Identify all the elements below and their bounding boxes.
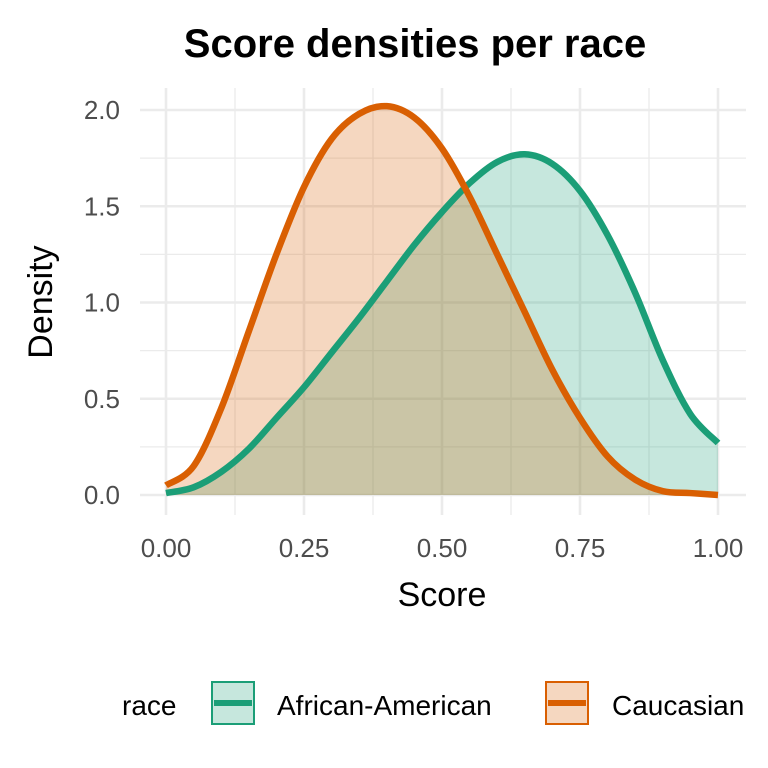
x-tick-label: 0.00 [141,533,192,563]
x-tick-label: 0.50 [417,533,468,563]
density-areas [166,106,718,496]
density-area-african-american [166,154,718,496]
density-lines [164,102,721,499]
y-tick-label: 1.0 [84,288,120,318]
axis-ticks: 0.00 0.25 0.50 0.75 1.00 0.0 0.5 1.0 1.5 2.0 [84,95,743,563]
legend-label-caucasian: Caucasian [612,690,744,721]
density-line-african-american [165,151,721,497]
density-line-caucasian [164,102,719,499]
y-tick-label: 1.5 [84,191,120,221]
legend-title: race [122,690,176,721]
y-axis-title: Density [22,245,60,358]
legend-label-african-american: African-American [277,690,492,721]
y-tick-label: 0.5 [84,384,120,414]
legend: race African-American Caucasian [122,681,744,725]
legend-item-african-american: African-American [211,681,492,725]
x-tick-label: 1.00 [693,533,744,563]
density-area-caucasian [166,106,718,495]
y-tick-label: 0.0 [84,480,120,510]
x-tick-label: 0.25 [279,533,330,563]
legend-item-caucasian: Caucasian [545,681,744,725]
x-axis-title: Score [398,576,487,614]
y-tick-label: 2.0 [84,95,120,125]
chart-title: Score densities per race [184,22,646,66]
x-tick-label: 0.75 [555,533,606,563]
